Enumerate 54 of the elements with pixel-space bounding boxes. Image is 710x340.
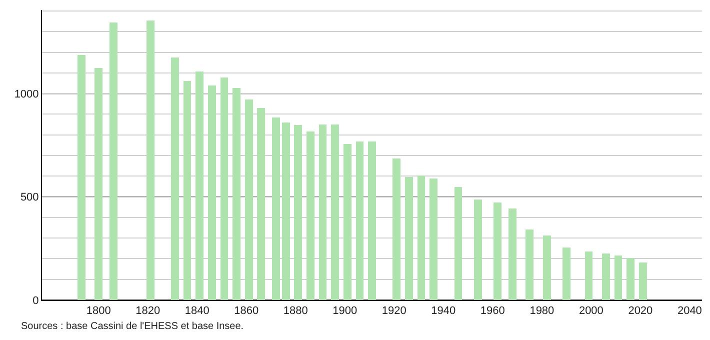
bar <box>508 208 516 300</box>
x-tick-label: 1900 <box>332 305 358 318</box>
x-tick-label: 1880 <box>283 305 308 318</box>
bar <box>94 68 103 300</box>
bar <box>417 176 426 300</box>
bar <box>183 81 192 300</box>
x-tick-label: 2020 <box>628 305 653 318</box>
y-tick-label: 0 <box>32 294 39 307</box>
bar <box>405 176 413 300</box>
bar <box>392 158 401 300</box>
bar <box>343 144 352 300</box>
bar <box>306 132 314 300</box>
x-tick-label: 1860 <box>234 305 259 318</box>
bar <box>526 229 534 300</box>
bar <box>282 122 290 300</box>
bar <box>356 141 364 300</box>
x-tick-label: 2000 <box>578 305 604 318</box>
bar <box>294 124 302 300</box>
bar <box>430 178 438 300</box>
bar <box>562 247 570 300</box>
x-tick-label: 1960 <box>480 305 505 318</box>
x-tick-label: 1800 <box>86 305 111 318</box>
x-tick-label: 1920 <box>382 305 406 318</box>
bar <box>626 258 635 300</box>
x-tick-label: 1980 <box>530 305 554 318</box>
bar <box>494 202 502 300</box>
bar <box>454 186 462 300</box>
bar <box>171 57 179 300</box>
bar <box>368 141 376 300</box>
bar <box>331 124 339 300</box>
source-note: Sources : base Cassini de l'EHESS et base Insee. <box>21 321 244 332</box>
bar <box>208 86 216 300</box>
bar <box>257 108 266 300</box>
bar <box>542 235 551 300</box>
bar <box>272 118 280 300</box>
bar <box>584 251 593 300</box>
y-tick-label: 1000 <box>14 88 39 100</box>
bar <box>602 253 610 300</box>
bar <box>638 262 647 300</box>
bar <box>318 124 327 300</box>
bar <box>474 199 482 300</box>
x-tick-label: 1940 <box>431 305 456 318</box>
bar <box>196 72 204 300</box>
x-tick-label: 1840 <box>184 305 210 318</box>
bar <box>109 22 118 300</box>
bar <box>146 20 154 300</box>
bar <box>220 77 228 300</box>
y-tick-label: 500 <box>20 192 39 204</box>
bar <box>244 100 253 300</box>
x-tick-label: 2040 <box>677 305 702 318</box>
bar <box>232 88 240 300</box>
x-tick-label: 1820 <box>136 305 160 318</box>
bar <box>77 55 86 300</box>
bar <box>614 255 622 300</box>
